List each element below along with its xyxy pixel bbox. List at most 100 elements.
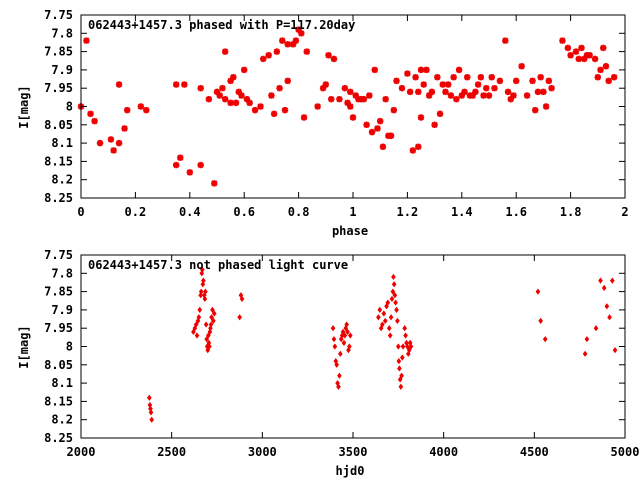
unphased-y-tick-label: 7.8: [51, 266, 73, 280]
unphased-data-point: [402, 325, 408, 332]
unphased-y-tick-label: 7.9: [51, 303, 73, 317]
phased-plot-title: 062443+1457.3 phased with P=117.20day: [88, 18, 355, 32]
phased-data-point: [510, 92, 517, 99]
phased-light-curve-panel: 0 0.2 0.4 0.6 0.8 1 1.2 1.4 1.6 1.8 2 7.75 7.8 7.85 7.…: [17, 8, 629, 238]
phased-data-point: [341, 85, 349, 92]
unphased-data-point: [609, 277, 615, 284]
unphased-data-point: [194, 332, 200, 339]
phased-data-point: [559, 37, 566, 44]
phased-data-point: [406, 88, 414, 96]
phased-data-point: [325, 52, 332, 59]
phased-y-axis-title: I[mag]: [17, 85, 31, 128]
unphased-x-tick-label: 4500: [520, 445, 549, 459]
phased-data-point: [518, 63, 525, 70]
phased-data-point: [221, 48, 229, 55]
unphased-data-point: [201, 277, 206, 284]
unphased-data-point: [607, 314, 612, 321]
unphased-data-point: [147, 394, 152, 401]
phased-data-point: [428, 88, 436, 96]
phased-data-point: [537, 74, 544, 81]
phased-data-point: [284, 41, 291, 48]
unphased-data-point: [210, 306, 215, 314]
phased-data-point: [260, 55, 267, 63]
unphased-data-point: [336, 383, 341, 390]
phased-data-point: [447, 92, 455, 99]
phased-data-point: [431, 121, 438, 128]
phased-data-point: [336, 95, 343, 103]
unphased-data-point: [199, 266, 205, 273]
phased-data-point: [417, 66, 425, 74]
phased-data-point: [409, 147, 417, 154]
unphased-data-point: [394, 306, 399, 314]
phased-data-point: [578, 44, 585, 52]
unphased-data-point: [598, 277, 603, 284]
phased-data-point: [241, 66, 248, 74]
phased-data-point: [567, 52, 574, 59]
phased-data-point: [390, 106, 397, 114]
unphased-data-point: [211, 317, 216, 324]
unphased-data-point: [342, 332, 348, 339]
unphased-data-point: [203, 288, 208, 295]
unphased-data-point: [542, 336, 548, 343]
phased-x-tick-label: 1.8: [560, 205, 582, 219]
phased-data-point: [502, 37, 509, 44]
phased-data-point: [398, 85, 406, 92]
unphased-data-point: [334, 361, 340, 368]
unphased-data-point: [198, 292, 204, 299]
phased-data-point: [513, 77, 520, 85]
phased-data-point: [124, 106, 131, 114]
unphased-data-point: [391, 273, 396, 281]
phased-axes: 0 0.2 0.4 0.6 0.8 1 1.2 1.4 1.6 1.8 2 7.75 7.8 7.85 7.…: [44, 8, 629, 219]
phased-data-point: [464, 74, 471, 81]
phased-x-tick-label: 2: [621, 205, 628, 219]
phased-data-point: [374, 125, 381, 132]
unphased-data-point: [393, 299, 398, 306]
phased-data-point: [257, 103, 264, 110]
phased-data-point: [529, 77, 536, 85]
phased-y-tick-label: 7.8: [51, 26, 73, 40]
phased-data-point: [597, 66, 604, 74]
phased-data-point: [276, 85, 283, 92]
phased-data-point: [393, 77, 400, 85]
phased-data-point: [439, 81, 446, 88]
unphased-data-point: [398, 383, 404, 390]
unphased-x-tick-label: 3000: [248, 445, 277, 459]
unphased-data-point: [399, 354, 405, 361]
phased-x-axis-title: phase: [332, 224, 368, 238]
unphased-data-point: [237, 314, 242, 321]
phased-data-point: [420, 81, 427, 88]
phased-data-point: [461, 88, 468, 96]
phased-y-tick-label: 8.25: [44, 191, 73, 205]
phased-data-point: [434, 74, 441, 81]
unphased-data-point: [584, 336, 590, 343]
phased-data-point: [523, 92, 531, 99]
unphased-data-point: [337, 372, 342, 379]
phased-data-point: [445, 81, 452, 88]
phased-data-point: [575, 55, 582, 63]
phased-data-point: [417, 114, 425, 121]
unphased-data-point: [197, 306, 203, 314]
unphased-data-point: [200, 281, 206, 288]
phased-x-tick-label: 0.2: [125, 205, 147, 219]
unphased-data-point: [377, 306, 383, 314]
phased-data-point: [534, 88, 542, 96]
phased-data-point: [450, 74, 457, 81]
unphased-data-point: [239, 295, 245, 303]
unphased-data-point: [406, 347, 412, 354]
phased-data-point: [488, 74, 495, 81]
unphased-data-point: [149, 416, 155, 423]
unphased-data-point: [399, 372, 404, 379]
unphased-y-tick-label: 8.15: [44, 394, 73, 408]
phased-data-point: [137, 103, 145, 110]
phased-data-point: [330, 55, 338, 63]
phased-data-point: [197, 85, 204, 92]
unphased-y-tick-label: 8.1: [51, 376, 73, 390]
unphased-data-point: [340, 328, 346, 335]
unphased-y-tick-label: 7.95: [44, 321, 73, 335]
phased-data-point: [173, 161, 180, 169]
phased-data-point: [273, 48, 281, 55]
phased-data-point: [143, 106, 150, 114]
unphased-data-point: [385, 299, 391, 306]
phased-data-point: [227, 99, 234, 107]
unphased-data-point: [400, 343, 406, 350]
